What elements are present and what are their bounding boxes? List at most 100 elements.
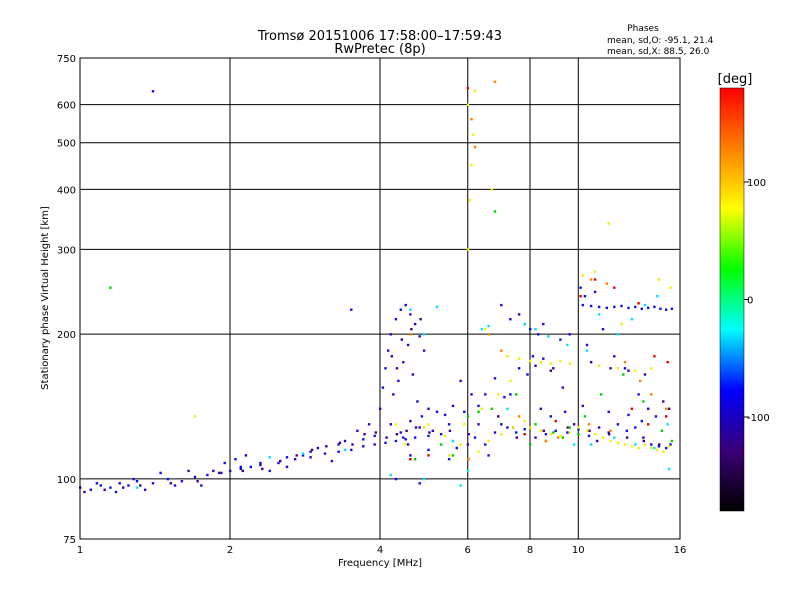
data-point bbox=[459, 379, 462, 383]
data-point bbox=[427, 434, 430, 438]
data-point bbox=[387, 349, 390, 352]
data-point bbox=[640, 419, 643, 423]
data-point bbox=[151, 90, 155, 93]
data-point bbox=[620, 304, 623, 308]
data-point bbox=[463, 410, 466, 413]
data-point bbox=[637, 446, 640, 450]
data-point bbox=[595, 439, 599, 443]
data-point bbox=[667, 467, 671, 471]
data-point bbox=[667, 407, 671, 410]
data-point bbox=[127, 484, 130, 487]
data-point bbox=[362, 438, 365, 441]
data-point bbox=[217, 471, 221, 475]
data-point bbox=[539, 361, 542, 364]
data-point bbox=[634, 369, 637, 372]
y-tick-label: 200 bbox=[57, 330, 76, 341]
y-tick-labels: 75 100 200 300 400 500 600 750 bbox=[57, 54, 76, 546]
y-tick-label: 75 bbox=[63, 535, 76, 546]
data-point bbox=[623, 367, 627, 370]
data-point bbox=[650, 446, 653, 450]
data-point bbox=[637, 302, 640, 305]
data-point bbox=[350, 308, 353, 311]
data-point bbox=[135, 486, 139, 489]
data-point bbox=[597, 305, 601, 309]
phase-stats: Phases mean, sd,O: -95.1, 21.4 mean, sd,… bbox=[607, 24, 714, 57]
data-point bbox=[200, 484, 203, 487]
data-point bbox=[166, 477, 170, 481]
data-point bbox=[613, 286, 616, 289]
data-point bbox=[285, 465, 289, 469]
data-point bbox=[643, 373, 647, 376]
data-point bbox=[399, 308, 402, 311]
data-point bbox=[607, 431, 610, 434]
data-point bbox=[379, 407, 382, 410]
x-tick-labels: 1 2 4 6 8 10 16 bbox=[77, 545, 687, 556]
data-point bbox=[122, 486, 125, 489]
data-point bbox=[399, 431, 402, 434]
data-point bbox=[563, 410, 567, 413]
data-point bbox=[577, 426, 580, 429]
data-point bbox=[642, 439, 645, 443]
data-point bbox=[472, 133, 475, 136]
data-point bbox=[405, 429, 408, 432]
data-point bbox=[657, 445, 661, 448]
data-point bbox=[443, 413, 447, 417]
data-point bbox=[293, 458, 297, 461]
data-point bbox=[534, 423, 537, 426]
data-point bbox=[607, 433, 611, 436]
data-point bbox=[597, 313, 601, 316]
data-point bbox=[477, 410, 480, 413]
data-point bbox=[634, 305, 637, 309]
data-point bbox=[497, 415, 500, 418]
data-point bbox=[418, 335, 421, 338]
data-point bbox=[239, 467, 242, 471]
data-point bbox=[338, 441, 342, 444]
data-point bbox=[587, 423, 591, 426]
data-point bbox=[665, 446, 668, 450]
data-point bbox=[529, 359, 532, 363]
data-point bbox=[259, 463, 262, 467]
x-tick-label: 2 bbox=[227, 545, 233, 556]
data-point bbox=[384, 441, 387, 444]
data-point bbox=[83, 490, 86, 494]
data-point bbox=[422, 333, 426, 336]
data-point bbox=[350, 448, 353, 452]
data-point bbox=[589, 443, 593, 446]
y-tick-label: 600 bbox=[57, 101, 76, 112]
data-point bbox=[581, 404, 584, 408]
data-point bbox=[384, 367, 387, 370]
data-point bbox=[500, 303, 503, 307]
data-point bbox=[109, 286, 112, 289]
y-tick-label: 100 bbox=[57, 475, 76, 486]
data-point bbox=[413, 322, 417, 326]
data-point bbox=[268, 456, 271, 459]
data-point bbox=[455, 446, 458, 450]
data-point bbox=[279, 459, 282, 463]
data-point bbox=[658, 443, 661, 446]
data-point bbox=[653, 355, 656, 358]
data-point bbox=[549, 362, 552, 365]
data-point bbox=[234, 458, 237, 461]
colorbar-tick-label: 100 bbox=[747, 178, 766, 189]
data-point bbox=[539, 429, 542, 432]
data-point bbox=[259, 461, 262, 465]
data-point bbox=[593, 278, 597, 281]
data-point bbox=[487, 454, 490, 457]
data-point bbox=[206, 473, 209, 477]
data-point bbox=[295, 454, 298, 457]
data-point bbox=[609, 367, 612, 370]
data-point bbox=[309, 456, 312, 459]
data-point bbox=[480, 328, 484, 331]
data-point bbox=[640, 307, 643, 310]
data-point bbox=[362, 445, 365, 448]
y-tick-label: 300 bbox=[57, 245, 76, 256]
data-point bbox=[316, 446, 320, 450]
data-point bbox=[487, 333, 490, 336]
data-point bbox=[118, 482, 121, 485]
data-point bbox=[616, 367, 620, 370]
data-point bbox=[634, 443, 637, 446]
data-point bbox=[517, 313, 521, 316]
x-tick-label: 10 bbox=[572, 545, 585, 556]
data-point bbox=[506, 407, 509, 410]
data-point bbox=[484, 328, 487, 331]
